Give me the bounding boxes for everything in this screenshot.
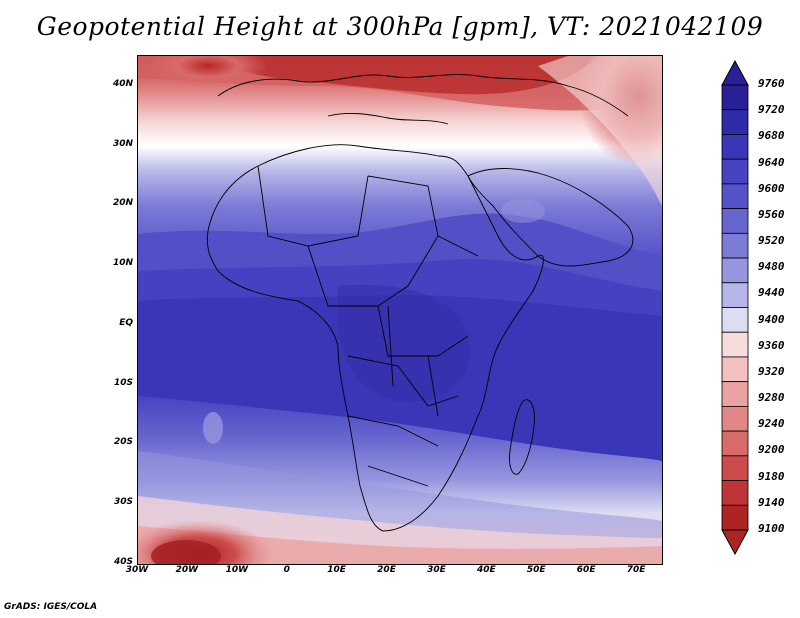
colorbar-swatch	[721, 257, 749, 284]
lat-label: 40S	[113, 557, 133, 567]
colorbar-tick-label: 9760	[758, 77, 785, 90]
colorbar	[721, 60, 749, 555]
colorbar-swatch	[721, 109, 749, 135]
colorbar-swatch	[721, 504, 749, 531]
map-title: Geopotential Height at 300hPa [gpm], VT:…	[36, 12, 764, 41]
colorbar-swatch	[721, 183, 749, 210]
colorbar-swatch	[721, 480, 749, 506]
colorbar-swatch	[721, 405, 749, 432]
geopotential-height-field	[138, 56, 662, 564]
colorbar-tick-label: 9280	[758, 391, 785, 405]
colorbar-swatch	[721, 381, 749, 407]
colorbar-swatch	[721, 455, 749, 481]
colorbar-tick-label: 9560	[758, 207, 785, 221]
colorbar-swatch	[721, 307, 749, 333]
colorbar-tick-label: 9100	[758, 522, 785, 535]
colorbar-top-arrow	[721, 60, 749, 86]
colorbar-tick-label: 9400	[758, 312, 785, 326]
lat-label: 30S	[113, 497, 133, 508]
colorbar-tick-label: 9480	[758, 260, 785, 274]
colorbar-tick-label: 9680	[758, 129, 785, 143]
colorbar-swatch	[721, 331, 749, 358]
map-plot-area	[137, 55, 663, 565]
lon-label: 70E	[626, 565, 646, 575]
lon-label: 50E	[526, 565, 546, 575]
colorbar-tick-label: 9140	[758, 495, 785, 509]
colorbar-tick-label: 9600	[758, 181, 785, 195]
lat-label: 40N	[112, 78, 133, 89]
colorbar-swatch	[721, 208, 749, 234]
lon-label: 30E	[427, 565, 446, 575]
lat-label: EQ	[119, 317, 133, 328]
grads-credit: GrADS: IGES/COLA	[4, 602, 98, 612]
colorbar-tick-label: 9440	[758, 286, 785, 300]
colorbar-swatch	[721, 356, 749, 383]
colorbar-tick-label: 9520	[758, 234, 785, 248]
lat-label: 20N	[112, 198, 133, 209]
lon-label: 10W	[225, 565, 249, 575]
colorbar-bottom-arrow	[721, 529, 749, 555]
colorbar-swatch	[721, 282, 749, 308]
lon-label: 30W	[125, 565, 149, 575]
coastlines	[206, 74, 634, 532]
colorbar-tick-label: 9640	[758, 155, 785, 169]
colorbar-tick-label: 9360	[758, 338, 785, 352]
colorbar-swatch	[721, 134, 749, 160]
colorbar-swatch	[721, 84, 749, 111]
lat-label: 30N	[112, 138, 133, 149]
lon-label: 40E	[476, 565, 496, 575]
lon-label: 10E	[327, 565, 346, 575]
colorbar-swatch	[721, 430, 749, 457]
colorbar-swatch	[721, 158, 749, 185]
lat-label: 20S	[113, 437, 133, 448]
colorbar-tick-label: 9200	[758, 443, 785, 457]
colorbar-tick-label: 9320	[758, 364, 785, 378]
colorbar-tick-label: 9720	[758, 103, 785, 117]
lat-label: 10S	[113, 377, 133, 388]
colorbar-tick-label: 9180	[758, 469, 785, 483]
lon-label: 20E	[377, 565, 396, 575]
lon-label: 0	[283, 565, 290, 575]
lat-label: 10N	[112, 258, 133, 269]
colorbar-tick-label: 9240	[758, 417, 785, 431]
colorbar-swatch	[721, 232, 749, 259]
lon-label: 20W	[175, 565, 199, 575]
lon-label: 60E	[576, 565, 596, 575]
